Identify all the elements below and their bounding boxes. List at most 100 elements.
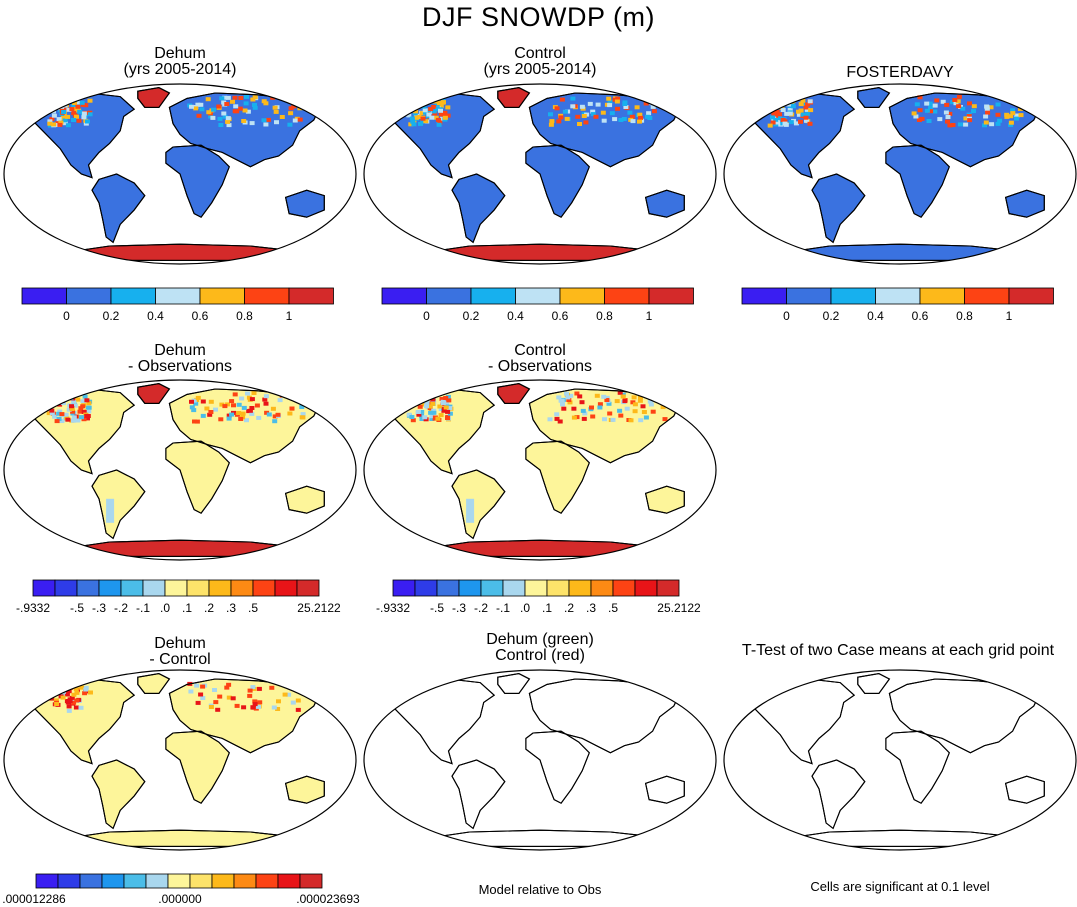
grid-cell xyxy=(290,391,295,395)
colorbar-box xyxy=(875,287,921,305)
grid-cell xyxy=(547,417,553,422)
colorbar-label: -.3 xyxy=(92,601,106,615)
colorbar-box xyxy=(145,873,169,889)
map-model-rel-obs xyxy=(363,669,717,851)
grid-cell xyxy=(649,96,655,101)
colorbar-label: .5 xyxy=(608,601,618,615)
grid-cell xyxy=(252,95,258,100)
grid-cell xyxy=(650,409,656,414)
coastline-south-america xyxy=(811,759,866,830)
colorbar-box xyxy=(392,579,416,597)
grid-cell xyxy=(62,118,68,123)
grid-cell xyxy=(601,394,607,399)
grid-cell xyxy=(438,413,444,418)
grid-cell xyxy=(221,111,227,116)
panel-title-fosterdavy: FOSTERDAVY xyxy=(780,65,1020,81)
grid-cell xyxy=(56,411,62,416)
coastline-eurasia xyxy=(168,388,322,464)
colorbar-box xyxy=(480,579,504,597)
map-border xyxy=(3,669,357,851)
grid-cell xyxy=(69,695,75,700)
grid-cell xyxy=(924,101,930,106)
grid-cell xyxy=(207,412,213,417)
grid-cell xyxy=(793,121,799,126)
grid-cell xyxy=(52,414,58,419)
colorbar-label: 1 xyxy=(286,309,293,323)
grid-cell xyxy=(81,111,87,116)
grid-cell xyxy=(436,122,442,127)
colorbar-label: -.2 xyxy=(114,601,128,615)
grid-cell xyxy=(560,402,565,407)
map-border xyxy=(363,379,717,561)
coastline-greenland xyxy=(857,673,891,694)
panel-title-line1: T-Test of two Case means at each grid po… xyxy=(741,642,1055,659)
grid-cell xyxy=(274,120,279,125)
grid-cell xyxy=(913,114,919,119)
grid-cell xyxy=(208,705,214,709)
panel-title-model-rel-obs: Dehum (green) Control (red) xyxy=(420,632,660,664)
grid-cell xyxy=(191,398,197,403)
grid-cell xyxy=(83,687,89,692)
panel-title-dehum-control: Dehum - Control xyxy=(60,636,300,668)
grid-cell xyxy=(211,107,217,112)
grid-cell xyxy=(442,110,448,115)
grid-cell xyxy=(222,95,228,100)
colorbar-box xyxy=(21,287,67,305)
grid-cell xyxy=(407,398,413,403)
grid-cell xyxy=(648,402,654,407)
grid-cell xyxy=(65,114,71,119)
colorbar-box xyxy=(612,579,636,597)
grid-cell xyxy=(438,108,443,113)
grid-cell xyxy=(963,116,969,121)
grid-cell xyxy=(199,107,205,112)
grid-cell xyxy=(49,402,55,407)
grid-cell xyxy=(660,405,666,410)
grid-cell xyxy=(191,408,197,413)
grid-cell xyxy=(236,411,242,415)
grid-cell xyxy=(263,122,269,127)
coastline-south-america xyxy=(451,469,506,540)
grid-cell xyxy=(86,409,92,414)
grid-cell xyxy=(643,415,649,420)
colorbar-box xyxy=(634,579,658,597)
grid-cell xyxy=(230,99,235,104)
grid-cell xyxy=(273,109,279,114)
coastline-north-america xyxy=(744,92,856,179)
colorbar-box xyxy=(299,873,323,889)
coastline-greenland xyxy=(137,383,171,404)
coastline-north-america xyxy=(384,678,496,765)
grid-cell xyxy=(263,101,269,106)
grid-cell xyxy=(1004,114,1010,119)
grid-cell xyxy=(770,115,775,120)
map-dehum-obs xyxy=(3,379,357,561)
colorbar-label: -.5 xyxy=(70,601,84,615)
grid-cell xyxy=(1008,122,1014,127)
map-border xyxy=(3,83,357,265)
grid-cell xyxy=(252,105,258,110)
grid-cell xyxy=(927,101,933,106)
colorbar-label: 25.2122 xyxy=(657,601,701,615)
grid-cell xyxy=(408,401,414,406)
grid-cell xyxy=(630,400,636,405)
coastline-south-america xyxy=(451,173,506,244)
colorbar-box xyxy=(230,579,254,597)
grid-cell xyxy=(437,404,443,409)
grid-cell xyxy=(960,106,966,111)
grid-cell xyxy=(272,105,278,110)
grid-cell xyxy=(59,412,65,417)
grid-cell xyxy=(777,112,783,117)
grid-cell xyxy=(575,114,581,119)
grid-cell xyxy=(914,102,920,107)
grid-cell xyxy=(1018,113,1024,118)
grid-cell xyxy=(85,416,90,421)
grid-cell xyxy=(221,100,227,105)
grid-cell xyxy=(75,418,81,423)
colorbar-box xyxy=(255,873,279,889)
grid-cell xyxy=(195,395,201,400)
grid-cell xyxy=(432,415,438,420)
grid-cell xyxy=(568,393,574,398)
grid-cell xyxy=(241,705,247,710)
grid-cell xyxy=(782,121,788,126)
grid-cell xyxy=(206,110,212,115)
colorbar-box xyxy=(648,287,694,305)
